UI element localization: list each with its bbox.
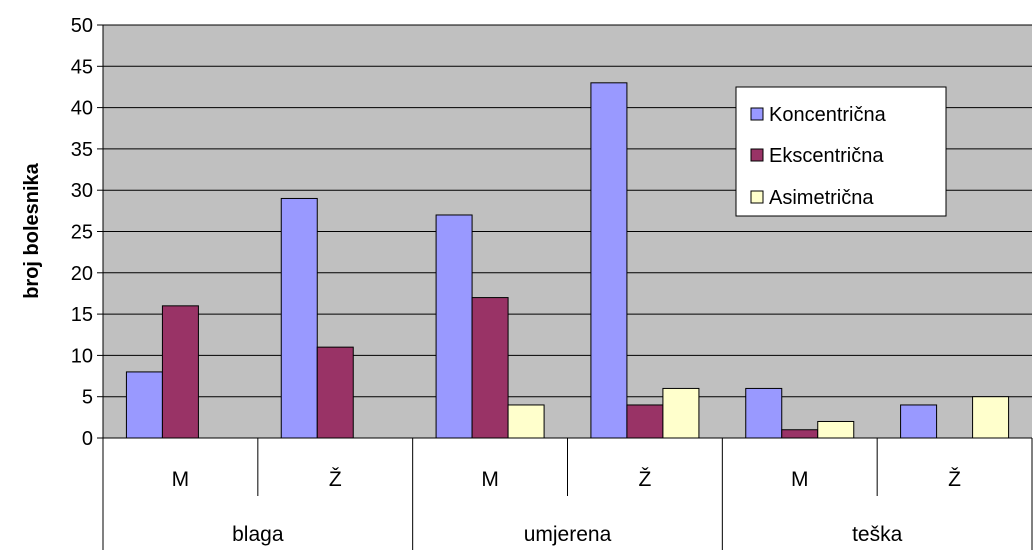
y-tick-label: 20	[71, 263, 93, 285]
bar-asimetrična-3	[662, 387, 700, 439]
gridlines	[103, 24, 1032, 439]
y-tick-label: 50	[71, 15, 93, 37]
bar-koncentrična-3	[590, 82, 628, 439]
y-tick-label: 15	[71, 304, 93, 326]
bar-koncentrična-4	[745, 387, 783, 439]
y-tick-label: 45	[71, 56, 93, 78]
y-tick-label: 5	[82, 387, 93, 409]
bar-ekscentrična-0	[161, 305, 199, 439]
bar-ekscentrična-4	[781, 429, 819, 439]
y-axis-label: broj bolesnika	[21, 162, 43, 298]
bar-ekscentrična-1	[316, 346, 354, 439]
legend-label: Koncentrična	[769, 104, 887, 126]
x-tick-label: Ž	[329, 468, 342, 491]
group-label: teška	[852, 523, 903, 546]
group-label: blaga	[232, 523, 284, 546]
bar-koncentrična-2	[435, 214, 473, 439]
y-axis-ticks: 0 5 10 15 20 25 30 35 40 45 50	[71, 15, 104, 450]
x-tick-label: M	[172, 468, 190, 491]
group-label: umjerena	[524, 523, 612, 546]
legend-label: Asimetrična	[769, 187, 874, 209]
legend-label: Ekscentrična	[769, 145, 884, 167]
y-tick-label: 30	[71, 180, 93, 202]
x-tick-label: Ž	[948, 468, 961, 491]
y-tick-label: 25	[71, 222, 93, 244]
bar-koncentrična-0	[125, 371, 163, 439]
legend-box	[735, 86, 947, 217]
y-tick-label: 40	[71, 98, 93, 120]
y-tick-label: 35	[71, 139, 93, 161]
x-tick-label: Ž	[639, 468, 652, 491]
legend-swatch	[750, 190, 764, 204]
legend-swatch	[750, 107, 764, 121]
legend-swatch	[750, 148, 764, 162]
y-tick-label: 10	[71, 345, 93, 367]
bar-ekscentrična-3	[626, 404, 664, 439]
y-tick-label: 0	[82, 428, 93, 450]
x-tick-label: M	[791, 468, 809, 491]
bar-ekscentrična-2	[471, 297, 509, 439]
bar-asimetrična-4	[817, 420, 855, 439]
bar-asimetrična-2	[507, 404, 545, 439]
x-tick-label: M	[481, 468, 499, 491]
bar-koncentrična-5	[900, 404, 938, 439]
bar-asimetrična-5	[972, 396, 1010, 439]
bar-koncentrična-1	[280, 197, 318, 439]
legend: Koncentrična Ekscentrična Asimetrična	[735, 86, 947, 217]
